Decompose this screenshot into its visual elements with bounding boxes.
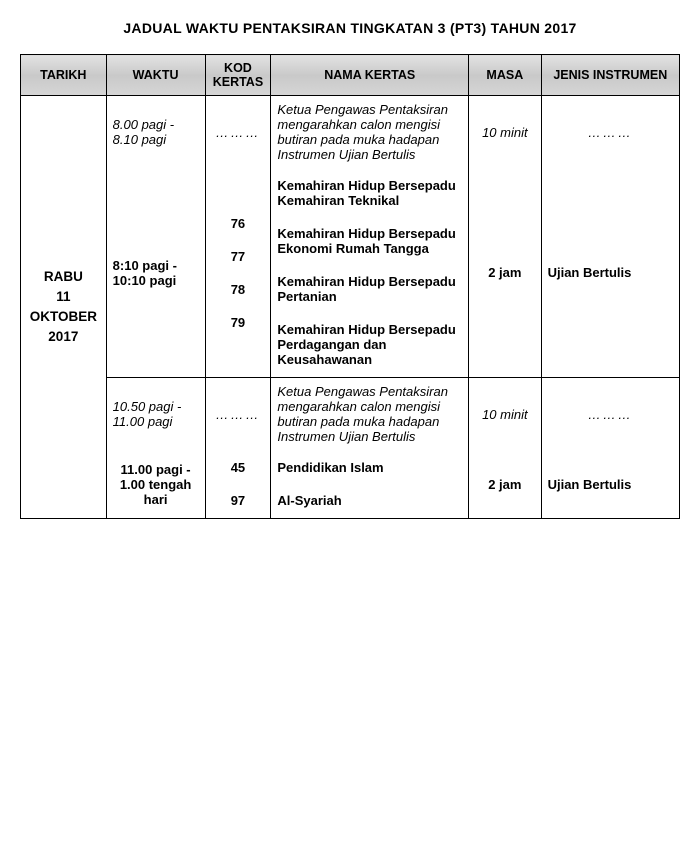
kod-cell: ……… bbox=[205, 378, 271, 451]
header-masa: MASA bbox=[469, 55, 541, 96]
waktu-cell: 8.00 pagi - 8.10 pagi bbox=[106, 96, 205, 169]
waktu-cell: 11.00 pagi - 1.00 tengah hari bbox=[106, 450, 205, 519]
kod-cell: 76 77 78 79 bbox=[205, 168, 271, 378]
jenis-cell: ……… bbox=[541, 96, 679, 169]
table-row: 10.50 pagi - 11.00 pagi ……… Ketua Pengaw… bbox=[21, 378, 680, 451]
nama-value: Al-Syariah bbox=[277, 493, 462, 508]
masa-cell: 10 minit bbox=[469, 378, 541, 451]
header-nama: NAMA KERTAS bbox=[271, 55, 469, 96]
kod-value: 45 bbox=[212, 460, 265, 475]
nama-value: Kemahiran Hidup Bersepadu Kemahiran Tekn… bbox=[277, 178, 462, 208]
date-cell: RABU 11 OKTOBER 2017 bbox=[21, 96, 107, 519]
nama-value: Pendidikan Islam bbox=[277, 460, 462, 475]
page-title: JADUAL WAKTU PENTAKSIRAN TINGKATAN 3 (PT… bbox=[20, 20, 680, 36]
nama-value: Kemahiran Hidup Bersepadu Ekonomi Rumah … bbox=[277, 226, 462, 256]
nama-value: Kemahiran Hidup Bersepadu Pertanian bbox=[277, 274, 462, 304]
kod-value: 78 bbox=[212, 282, 265, 297]
header-waktu: WAKTU bbox=[106, 55, 205, 96]
nama-cell: Ketua Pengawas Pentaksiran mengarahkan c… bbox=[271, 378, 469, 451]
kod-value: 79 bbox=[212, 315, 265, 330]
date-year: 2017 bbox=[48, 329, 78, 344]
nama-value: Kemahiran Hidup Bersepadu Perdagangan da… bbox=[277, 322, 462, 367]
masa-cell: 2 jam bbox=[469, 168, 541, 378]
masa-cell: 2 jam bbox=[469, 450, 541, 519]
nama-cell: Pendidikan Islam Al-Syariah bbox=[271, 450, 469, 519]
kod-value: 97 bbox=[212, 493, 265, 508]
table-row: RABU 11 OKTOBER 2017 8.00 pagi - 8.10 pa… bbox=[21, 96, 680, 169]
header-kod: KOD KERTAS bbox=[205, 55, 271, 96]
masa-cell: 10 minit bbox=[469, 96, 541, 169]
table-row: 11.00 pagi - 1.00 tengah hari 45 97 Pend… bbox=[21, 450, 680, 519]
nama-cell: Kemahiran Hidup Bersepadu Kemahiran Tekn… bbox=[271, 168, 469, 378]
header-jenis: JENIS INSTRUMEN bbox=[541, 55, 679, 96]
kod-value: 77 bbox=[212, 249, 265, 264]
date-day: RABU bbox=[44, 269, 83, 284]
jenis-cell: Ujian Bertulis bbox=[541, 450, 679, 519]
header-tarikh: TARIKH bbox=[21, 55, 107, 96]
jenis-cell: ……… bbox=[541, 378, 679, 451]
exam-schedule-table: TARIKH WAKTU KOD KERTAS NAMA KERTAS MASA… bbox=[20, 54, 680, 519]
kod-cell: 45 97 bbox=[205, 450, 271, 519]
table-row: 8:10 pagi - 10:10 pagi 76 77 78 79 Kemah… bbox=[21, 168, 680, 378]
nama-cell: Ketua Pengawas Pentaksiran mengarahkan c… bbox=[271, 96, 469, 169]
waktu-cell: 8:10 pagi - 10:10 pagi bbox=[106, 168, 205, 378]
waktu-cell: 10.50 pagi - 11.00 pagi bbox=[106, 378, 205, 451]
jenis-cell: Ujian Bertulis bbox=[541, 168, 679, 378]
kod-value: 76 bbox=[212, 216, 265, 231]
kod-cell: ……… bbox=[205, 96, 271, 169]
date-full: 11 OKTOBER bbox=[30, 289, 97, 324]
